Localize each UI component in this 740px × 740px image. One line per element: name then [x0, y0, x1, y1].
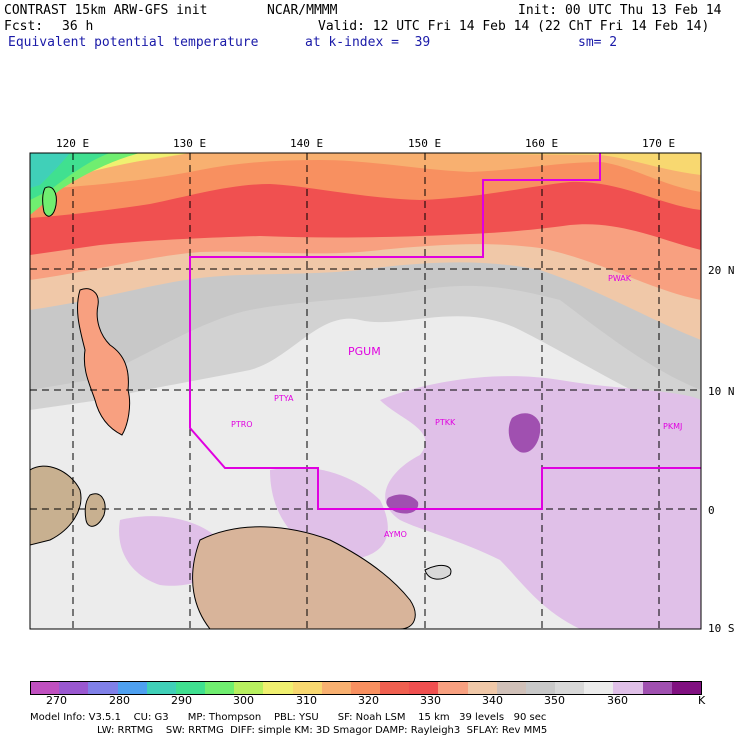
colorbar-swatch: [671, 681, 703, 695]
lat-label-0: 0: [708, 504, 715, 517]
colorbar-swatch: [409, 681, 439, 695]
lat-label-10s: 10 S: [708, 622, 735, 635]
colorbar-swatch: [146, 681, 177, 695]
land-taiwan: [42, 186, 57, 217]
lat-label-20n: 20 N: [708, 264, 735, 277]
band-320: [30, 153, 701, 192]
colorbar-swatch: [205, 681, 235, 695]
colorbar-tick-270: 270: [46, 694, 67, 707]
land-borneo: [30, 465, 82, 546]
model-title: CONTRAST 15km ARW-GFS init: [4, 3, 208, 18]
colorbar-swatch: [613, 681, 644, 695]
model-info-line1: Model Info: V3.5.1 CU: G3 MP: Thompson P…: [30, 712, 547, 723]
colorbar-tick-340: 340: [482, 694, 503, 707]
station-ptkk: PTKK: [435, 418, 456, 427]
lon-label-120: 120 E: [56, 137, 90, 150]
graticule: [30, 153, 701, 629]
colorbar-swatch: [30, 681, 61, 695]
field-name: Equivalent potential temperature: [8, 35, 259, 50]
land-philippines: [77, 288, 131, 436]
station-ptya: PTYA: [274, 394, 294, 403]
valid-time: Valid: 12 UTC Fri 14 Feb 14 (22 ChT Fri …: [318, 19, 710, 34]
map-frame: [29, 152, 702, 630]
colorbar-tick-330: 330: [420, 694, 441, 707]
colorbar-swatch: [175, 681, 206, 695]
colorbar-tick-280: 280: [109, 694, 130, 707]
colorbar-swatch: [525, 681, 556, 695]
region-purple-dark-1: [508, 413, 541, 453]
colorbar-tick-320: 320: [358, 694, 379, 707]
forecast-label: Fcst:: [4, 19, 44, 34]
colorbar-swatch: [438, 681, 469, 695]
colorbar-swatch: [88, 681, 119, 695]
lon-label-140: 140 E: [290, 137, 324, 150]
station-pgum: PGUM: [348, 345, 381, 358]
init-time: Init: 00 UTC Thu 13 Feb 14: [518, 3, 722, 18]
org-label: NCAR/MMMM: [267, 3, 338, 18]
band-290: [30, 153, 70, 188]
colorbar-swatch: [292, 681, 323, 695]
colorbar-tick-300: 300: [233, 694, 254, 707]
land-new-guinea: [192, 526, 416, 629]
colorbar-unit: K: [698, 694, 706, 707]
colorbar-swatch: [380, 681, 410, 695]
colorbar-swatch: [467, 681, 498, 695]
level-label: at k-index = 39: [305, 35, 431, 50]
colorbar-swatch: [584, 681, 614, 695]
colorbar-swatch: [555, 681, 585, 695]
station-ptro: PTRO: [231, 420, 253, 429]
lon-label-150: 150 E: [408, 137, 442, 150]
colorbar-swatch: [642, 681, 673, 695]
model-info-line2: LW: RRTMG SW: RRTMG DIFF: simple KM: 3D …: [97, 725, 548, 736]
lat-label-10n: 10 N: [708, 385, 735, 398]
lon-label-170: 170 E: [642, 137, 676, 150]
smoothing-label: sm= 2: [578, 35, 618, 50]
colorbar-swatch: [496, 681, 527, 695]
region-purple-light: [380, 376, 701, 629]
station-pwak: PWAK: [608, 274, 632, 283]
colorbar-tick-290: 290: [171, 694, 192, 707]
colorbar-swatch: [263, 681, 294, 695]
land-new-britain: [424, 564, 452, 580]
colorbar-swatch: [117, 681, 148, 695]
colorbar-tick-310: 310: [296, 694, 317, 707]
colorbar-swatch: [59, 681, 89, 695]
colorbar-swatch: [234, 681, 264, 695]
colorbar-swatch: [350, 681, 381, 695]
region-boundary: [189, 153, 701, 510]
lon-label-130: 130 E: [173, 137, 207, 150]
colorbar-swatch: [321, 681, 352, 695]
station-pkmj: PKMJ: [663, 422, 683, 431]
colorbar-tick-360: 360: [607, 694, 628, 707]
lon-label-160: 160 E: [525, 137, 559, 150]
colorbar-tick-350: 350: [544, 694, 565, 707]
station-aymo: AYMO: [384, 530, 407, 539]
land-sulawesi: [84, 493, 106, 527]
forecast-hours: 36 h: [62, 19, 94, 34]
